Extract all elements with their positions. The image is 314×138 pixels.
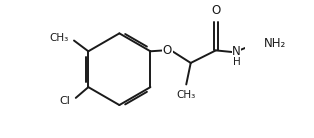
Text: CH₃: CH₃ (176, 90, 196, 100)
Text: CH₃: CH₃ (49, 33, 69, 43)
Text: H: H (233, 57, 240, 67)
Text: Cl: Cl (60, 96, 70, 106)
Text: N: N (232, 45, 241, 58)
Text: O: O (163, 44, 172, 57)
Text: NH₂: NH₂ (264, 37, 286, 50)
Text: O: O (211, 4, 220, 17)
